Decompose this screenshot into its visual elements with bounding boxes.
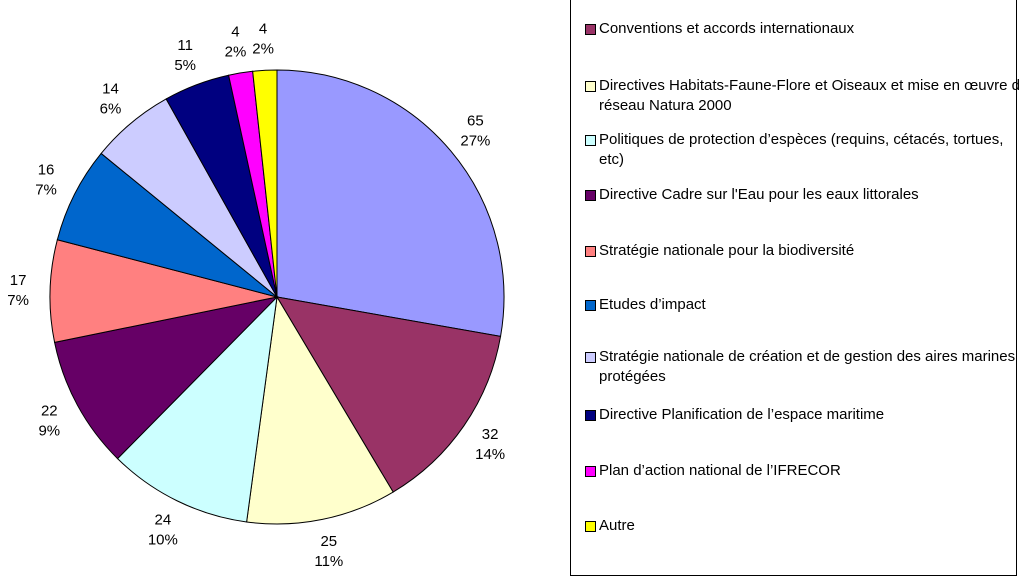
value-label: 65 <box>467 113 484 130</box>
legend-item: Stratégie nationale de création et de ge… <box>585 347 1019 387</box>
percent-label: 27% <box>460 133 490 150</box>
legend-item: Directive Cadre sur l'Eau pour les eaux … <box>585 185 1019 205</box>
slice <box>276 296 502 493</box>
legend-label: Directives Habitats-Faune-Flore et Oisea… <box>599 77 1019 114</box>
percent-label: 2% <box>225 43 247 60</box>
legend-swatch <box>585 190 596 201</box>
value-label: 14 <box>102 81 119 98</box>
legend-swatch <box>585 81 596 92</box>
legend-label: Plan d’action national de l’IFRECOR <box>599 462 841 479</box>
legend-swatch <box>585 24 596 35</box>
legend-item: Plan d’action national de l’IFRECOR <box>585 461 1019 481</box>
percent-label: 14% <box>475 446 505 463</box>
slice <box>116 295 278 523</box>
legend-item: Etudes d’impact <box>585 295 1019 315</box>
legend-item: Directive Planification de l’espace mari… <box>585 405 1019 425</box>
legend-swatch <box>585 466 596 477</box>
value-label: 25 <box>320 533 337 550</box>
percent-label: 6% <box>100 101 122 118</box>
slice <box>246 295 394 525</box>
value-label: 32 <box>482 426 499 443</box>
legend-label: Autre <box>599 517 635 534</box>
value-label: 11 <box>177 37 193 54</box>
value-label: 4 <box>231 23 239 40</box>
percent-label: 10% <box>148 531 178 548</box>
slice <box>53 296 279 460</box>
percent-label: 9% <box>38 422 60 439</box>
legend-swatch <box>585 521 596 532</box>
legend-item: Autre <box>585 516 1019 536</box>
legend-swatch <box>585 300 596 311</box>
legend-swatch <box>585 246 596 257</box>
value-label: 4 <box>259 20 267 37</box>
value-label: 17 <box>10 272 27 289</box>
legend: Conventions et accords internationaux Dir… <box>570 0 1019 576</box>
slice <box>276 69 505 337</box>
legend-label: Directive Planification de l’espace mari… <box>599 406 885 423</box>
legend-label: Stratégie nationale de création et de ge… <box>599 348 1016 385</box>
pie: 65 27% 32 14% 25 11% 24 10% 22 9% 17 7% 16 7% 14 6% 11 5%… <box>7 20 505 570</box>
value-label: 24 <box>154 511 171 528</box>
value-label: 16 <box>38 162 55 179</box>
percent-label: 7% <box>7 292 29 309</box>
percent-label: 2% <box>252 40 274 57</box>
percent-label: 7% <box>35 182 57 199</box>
legend-label: Etudes d’impact <box>599 296 706 313</box>
percent-label: 5% <box>174 57 196 74</box>
legend-swatch <box>585 352 596 363</box>
legend-item: Conventions et accords internationaux <box>585 19 1019 39</box>
legend-swatch <box>585 410 596 421</box>
percent-label: 11% <box>314 553 343 570</box>
legend-label: Directive Cadre sur l'Eau pour les eaux … <box>599 186 919 203</box>
legend-item: Politiques de protection d’espèces (requ… <box>585 130 1019 170</box>
legend-label: Conventions et accords internationaux <box>599 20 855 37</box>
legend-item: Directives Habitats-Faune-Flore et Oisea… <box>585 76 1019 116</box>
slice <box>252 69 278 298</box>
value-label: 22 <box>41 402 58 419</box>
legend-label: Stratégie nationale pour la biodiversité <box>599 242 855 259</box>
legend-swatch <box>585 135 596 146</box>
legend-label: Politiques de protection d’espèces (requ… <box>599 131 1004 168</box>
slice <box>49 239 278 343</box>
legend-item: Stratégie nationale pour la biodiversité <box>585 241 1019 261</box>
